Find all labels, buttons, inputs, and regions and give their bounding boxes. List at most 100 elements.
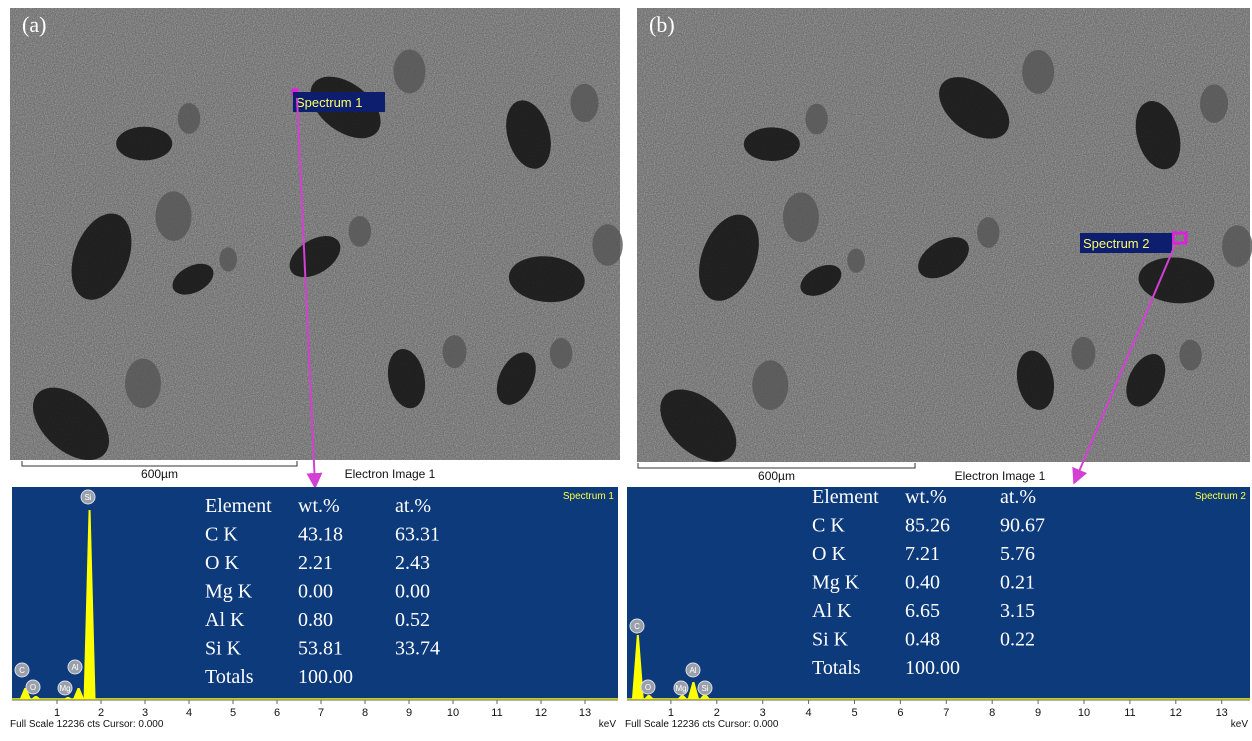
x-tick-label: 11: [1124, 707, 1135, 719]
table-header: Element: [205, 495, 272, 517]
grain: [847, 249, 865, 273]
x-tick-label: 2: [714, 707, 720, 719]
table-cell: 53.81: [298, 638, 343, 660]
grain: [443, 335, 467, 368]
spectrum-tag: Spectrum 1: [296, 95, 362, 110]
grain: [752, 360, 788, 410]
scale-bar-label: 600µm: [141, 467, 178, 481]
peak-label: O: [30, 683, 36, 692]
x-tick-label: 1: [668, 707, 674, 719]
spectrum-tag: Spectrum 2: [1083, 236, 1149, 251]
table-header: Element: [812, 486, 879, 508]
table-cell: 85.26: [905, 515, 950, 537]
x-tick-label: 4: [806, 707, 812, 719]
panel-label: (a): [22, 12, 46, 37]
table-cell: Mg K: [205, 581, 253, 603]
x-tick-label: 3: [760, 707, 766, 719]
table-cell: O K: [205, 552, 239, 574]
table-cell: O K: [812, 543, 846, 565]
grain: [977, 217, 999, 248]
grain: [805, 104, 827, 135]
image-caption: Electron Image 1: [955, 469, 1046, 483]
image-caption: Electron Image 1: [345, 467, 436, 481]
x-unit: keV: [599, 719, 617, 730]
table-cell: Totals: [205, 666, 254, 688]
table-cell: 43.18: [298, 524, 343, 546]
table-header: at.%: [395, 495, 431, 517]
table-cell: Mg K: [812, 572, 860, 594]
pore: [116, 127, 172, 161]
table-cell: 5.76: [1000, 543, 1035, 565]
panel: (b) Spectrum 2 600µm Electron Image 1 Spectr…: [625, 8, 1252, 730]
grain: [1200, 84, 1228, 123]
table-cell: Si K: [812, 629, 849, 651]
x-tick-label: 1: [54, 707, 60, 719]
page: (a) Spectrum 1 600µm Electron Image 1 Spectr…: [0, 0, 1252, 741]
table-cell: 6.65: [905, 600, 940, 622]
panel: (a) Spectrum 1 600µm Electron Image 1 Spectr…: [10, 8, 623, 730]
x-tick-label: 5: [851, 707, 857, 719]
table-cell: 0.80: [298, 609, 333, 631]
table-cell: C K: [812, 515, 845, 537]
peak-label: Al: [689, 666, 696, 675]
grain: [1179, 340, 1201, 371]
panel-label: (b): [649, 12, 675, 37]
grain: [1071, 337, 1095, 370]
x-tick-label: 11: [491, 707, 502, 719]
footer: Full Scale 12236 cts Cursor: 0.000: [625, 719, 779, 730]
grain: [394, 49, 426, 93]
peak-label: C: [634, 622, 640, 631]
peak-label: Mg: [675, 684, 686, 693]
grain: [1222, 225, 1252, 267]
x-tick-label: 8: [362, 707, 368, 719]
grain: [349, 216, 371, 247]
peak-label: O: [645, 683, 651, 692]
x-tick-label: 2: [98, 707, 104, 719]
figure: (a) Spectrum 1 600µm Electron Image 1 Spectr…: [0, 0, 1252, 741]
spectrum-title: Spectrum 1: [563, 491, 615, 502]
table-cell: 100.00: [905, 657, 960, 679]
table-cell: 0.22: [1000, 629, 1035, 651]
table-cell: 63.31: [395, 524, 440, 546]
x-tick-label: 6: [897, 707, 903, 719]
peak-label: C: [19, 666, 25, 675]
x-tick-label: 7: [943, 707, 949, 719]
table-cell: Totals: [812, 657, 861, 679]
x-tick-label: 4: [186, 707, 192, 719]
scale-bar: [22, 461, 297, 466]
table-cell: Al K: [205, 609, 245, 631]
table-cell: Al K: [812, 600, 852, 622]
grain: [178, 103, 200, 134]
table-cell: 3.15: [1000, 600, 1035, 622]
table-cell: Si K: [205, 638, 242, 660]
x-tick-label: 10: [447, 707, 459, 719]
spectrum-title: Spectrum 2: [1195, 491, 1247, 502]
grain: [550, 338, 572, 369]
x-tick-label: 13: [1216, 707, 1228, 719]
x-tick-label: 10: [1078, 707, 1090, 719]
table-cell: 33.74: [395, 638, 440, 660]
peak-label: Mg: [59, 684, 70, 693]
x-tick-label: 3: [142, 707, 148, 719]
x-tick-label: 7: [318, 707, 324, 719]
table-cell: 0.00: [298, 581, 333, 603]
x-tick-label: 6: [274, 707, 280, 719]
scale-bar-label: 600µm: [758, 469, 795, 483]
table-cell: C K: [205, 524, 238, 546]
table-cell: 2.43: [395, 552, 430, 574]
grain: [783, 192, 819, 242]
table-cell: 7.21: [905, 543, 940, 565]
grain: [219, 247, 237, 271]
x-tick-label: 5: [230, 707, 236, 719]
table-cell: 0.00: [395, 581, 430, 603]
x-tick-label: 12: [535, 707, 547, 719]
table-cell: 2.21: [298, 552, 333, 574]
table-cell: 0.40: [905, 572, 940, 594]
footer: Full Scale 12236 cts Cursor: 0.000: [10, 719, 164, 730]
x-tick-label: 8: [989, 707, 995, 719]
table-header: wt.%: [905, 486, 947, 508]
table-cell: 90.67: [1000, 515, 1045, 537]
peak-label: Si: [701, 684, 708, 693]
table-cell: 0.21: [1000, 572, 1035, 594]
x-tick-label: 12: [1170, 707, 1182, 719]
